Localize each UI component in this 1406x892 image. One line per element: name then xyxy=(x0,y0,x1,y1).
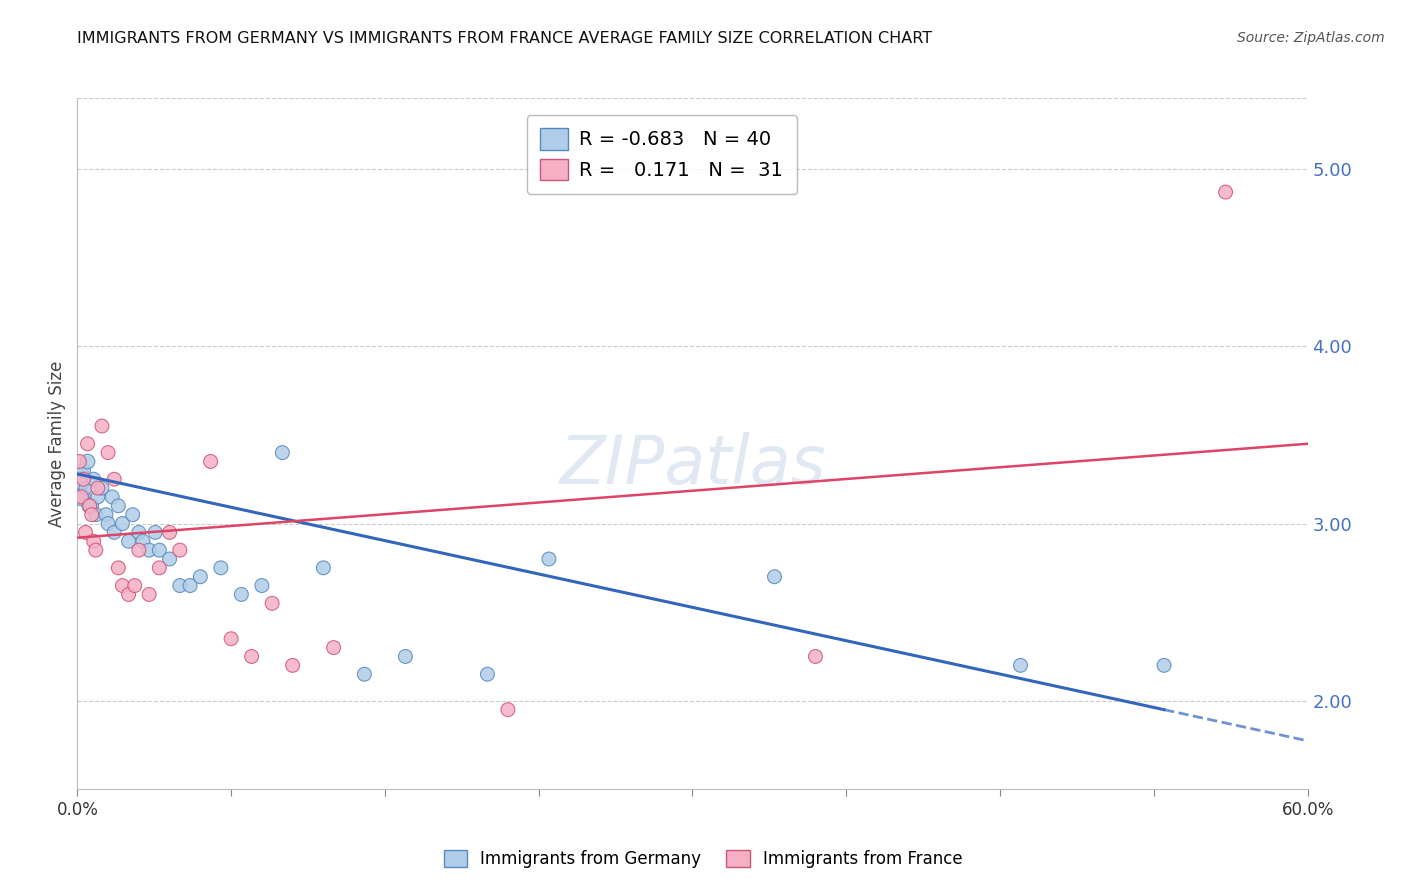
Point xyxy=(76,437,98,451)
Point xyxy=(148,543,170,558)
Point xyxy=(231,587,253,601)
Point xyxy=(1153,658,1175,673)
Point xyxy=(76,454,98,468)
Point xyxy=(67,472,90,486)
Point xyxy=(97,516,120,531)
Point xyxy=(124,578,146,592)
Y-axis label: Average Family Size: Average Family Size xyxy=(48,360,66,527)
Point xyxy=(281,658,304,673)
Point xyxy=(169,543,191,558)
Point xyxy=(103,525,125,540)
Point xyxy=(219,632,242,646)
Point xyxy=(72,463,94,477)
Point xyxy=(111,578,134,592)
Point xyxy=(138,543,160,558)
Point xyxy=(94,508,117,522)
Point xyxy=(84,543,107,558)
Point xyxy=(262,596,284,610)
Point xyxy=(1215,185,1237,199)
Point xyxy=(79,499,101,513)
Point xyxy=(200,454,222,468)
Point xyxy=(537,552,560,566)
Point xyxy=(121,508,143,522)
Point xyxy=(75,481,97,495)
Point xyxy=(188,570,212,584)
Point xyxy=(80,499,103,513)
Point xyxy=(240,649,263,664)
Point xyxy=(1010,658,1032,673)
Text: IMMIGRANTS FROM GERMANY VS IMMIGRANTS FROM FRANCE AVERAGE FAMILY SIZE CORRELATIO: IMMIGRANTS FROM GERMANY VS IMMIGRANTS FR… xyxy=(77,31,932,46)
Point xyxy=(83,472,105,486)
Point xyxy=(763,570,786,584)
Point xyxy=(496,703,519,717)
Point xyxy=(70,490,93,504)
Point xyxy=(80,508,103,522)
Point xyxy=(271,445,294,459)
Point xyxy=(132,534,155,549)
Point xyxy=(477,667,499,681)
Point xyxy=(169,578,191,592)
Point xyxy=(84,508,107,522)
Point xyxy=(128,543,150,558)
Point xyxy=(111,516,134,531)
Point xyxy=(312,561,335,575)
Point xyxy=(87,490,110,504)
Point xyxy=(143,525,166,540)
Point xyxy=(148,561,170,575)
Point xyxy=(67,454,90,468)
Point xyxy=(159,525,181,540)
Point xyxy=(117,587,139,601)
Point xyxy=(250,578,273,592)
Point xyxy=(394,649,416,664)
Point xyxy=(79,499,101,513)
Point xyxy=(209,561,232,575)
Point xyxy=(117,534,139,549)
Point xyxy=(179,578,201,592)
Point xyxy=(87,481,110,495)
Legend: R = -0.683   N = 40, R =   0.171   N =  31: R = -0.683 N = 40, R = 0.171 N = 31 xyxy=(527,115,797,194)
Point xyxy=(90,481,114,495)
Point xyxy=(83,534,105,549)
Point xyxy=(159,552,181,566)
Text: ZIPatlas: ZIPatlas xyxy=(560,432,825,498)
Point xyxy=(322,640,344,655)
Point xyxy=(353,667,375,681)
Legend: Immigrants from Germany, Immigrants from France: Immigrants from Germany, Immigrants from… xyxy=(437,843,969,875)
Point xyxy=(70,490,93,504)
Point xyxy=(103,472,125,486)
Point xyxy=(72,472,94,486)
Point xyxy=(75,525,97,540)
Point xyxy=(107,499,129,513)
Point xyxy=(107,561,129,575)
Point xyxy=(128,525,150,540)
Point xyxy=(138,587,160,601)
Point xyxy=(804,649,827,664)
Point xyxy=(97,445,120,459)
Point xyxy=(101,490,124,504)
Text: Source: ZipAtlas.com: Source: ZipAtlas.com xyxy=(1237,31,1385,45)
Point xyxy=(90,419,114,434)
